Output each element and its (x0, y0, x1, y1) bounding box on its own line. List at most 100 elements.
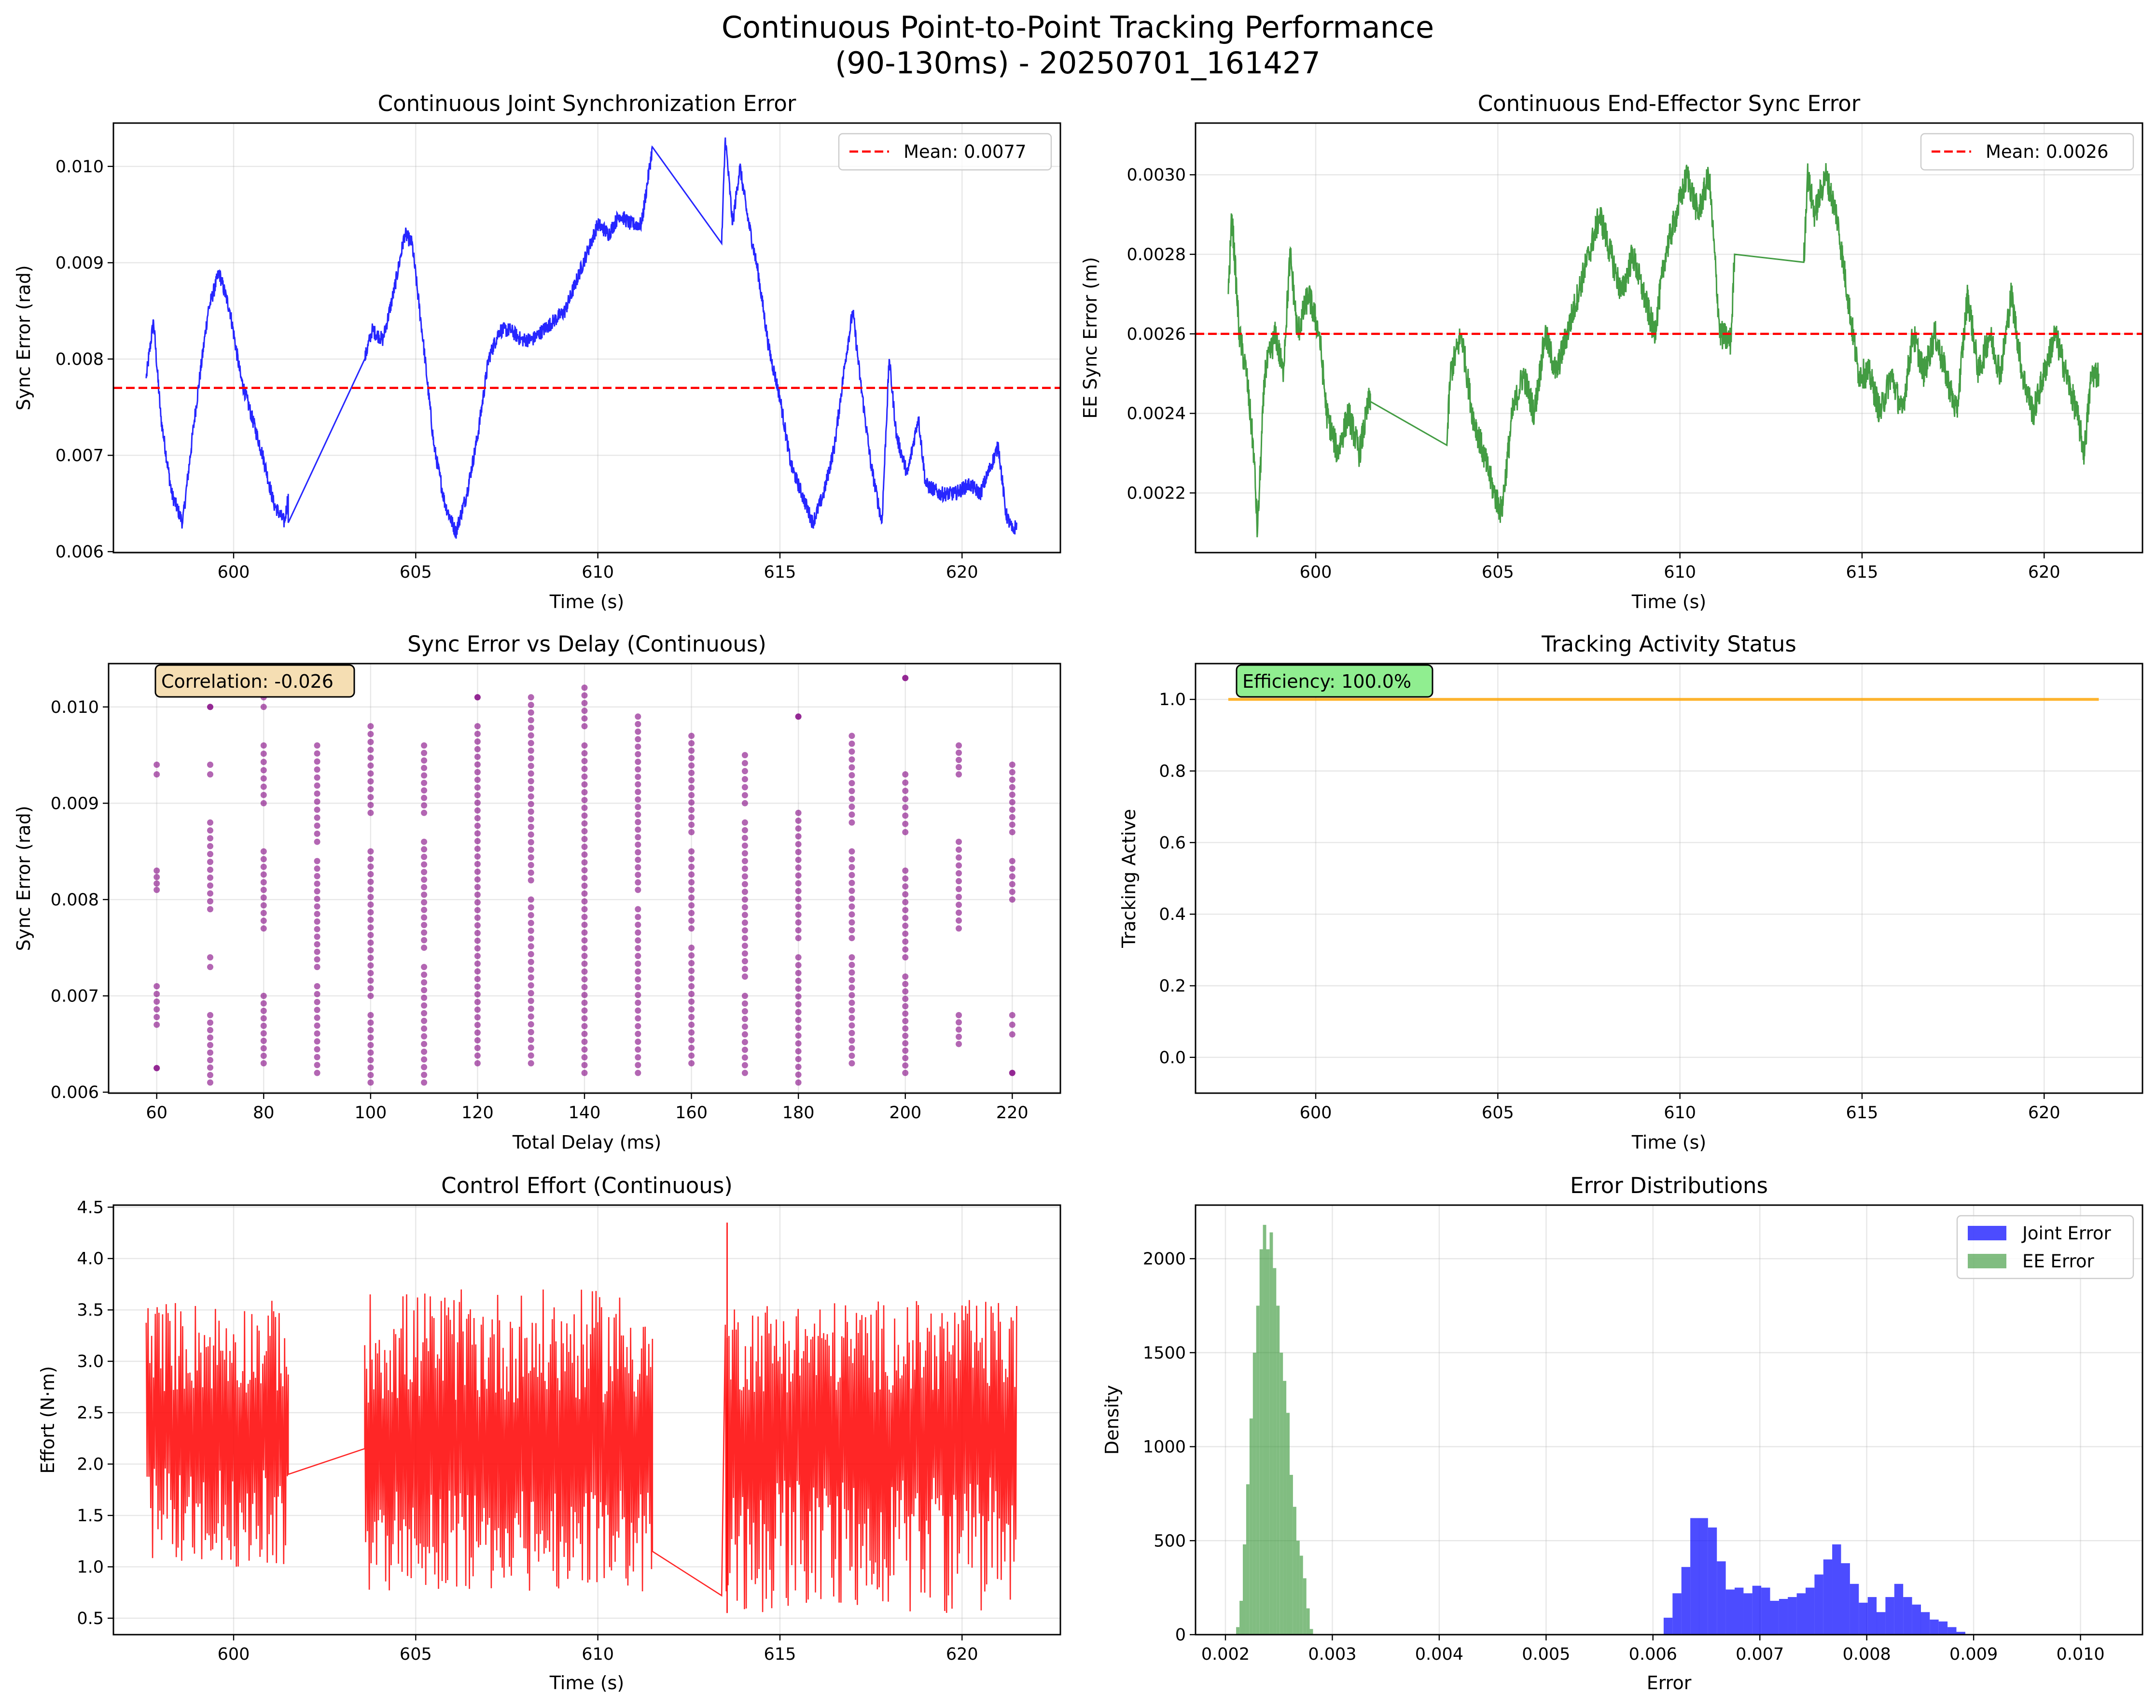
scatter-point (474, 976, 481, 982)
histogram-bar (1249, 1418, 1253, 1635)
scatter-point (314, 1030, 320, 1037)
scatter-point (1009, 799, 1015, 805)
scatter-point (848, 788, 855, 794)
scatter-point (207, 771, 213, 778)
scatter-point (635, 937, 641, 944)
y-tick-label: 4.5 (77, 1198, 104, 1217)
scatter-point (741, 784, 748, 791)
scatter-point (528, 732, 534, 739)
scatter-point (474, 694, 481, 701)
scatter-point (795, 896, 802, 903)
sync-vs-delay-ylabel: Sync Error (rad) (13, 805, 34, 951)
scatter-point (367, 1064, 374, 1071)
x-tick-label: 0.003 (1308, 1645, 1356, 1664)
scatter-point (528, 1044, 534, 1051)
scatter-point (528, 831, 534, 838)
scatter-point (474, 1014, 481, 1021)
histogram-bar (1243, 1544, 1246, 1635)
scatter-point (635, 1023, 641, 1029)
scatter-point (688, 983, 695, 989)
scatter-point (741, 935, 748, 942)
scatter-point (795, 919, 802, 926)
scatter-point (421, 1017, 428, 1024)
scatter-point (902, 820, 909, 827)
histogram-bar (1266, 1249, 1270, 1635)
scatter-point (421, 972, 428, 978)
scatter-point (741, 865, 748, 872)
scatter-point (314, 766, 320, 773)
histogram-bar (1832, 1544, 1841, 1635)
histogram-bar (1930, 1619, 1939, 1635)
scatter-point (956, 854, 962, 861)
scatter-point (421, 1033, 428, 1040)
scatter-point (421, 779, 428, 786)
scatter-point (902, 1003, 909, 1010)
scatter-point (153, 887, 160, 893)
scatter-point (795, 962, 802, 969)
joint-sync-axes (112, 122, 1061, 554)
scatter-point (421, 884, 428, 890)
scatter-point (635, 879, 641, 886)
scatter-point (848, 1022, 855, 1029)
scatter-point (1009, 1021, 1015, 1028)
scatter-point (688, 1014, 695, 1020)
scatter-point (635, 906, 641, 913)
scatter-point (260, 1000, 267, 1007)
scatter-point (421, 964, 428, 971)
x-tick-label: 0.009 (1949, 1645, 1998, 1664)
scatter-point (1009, 792, 1015, 798)
scatter-point (1009, 777, 1015, 783)
scatter-point (528, 770, 534, 777)
scatter-point (421, 1025, 428, 1032)
scatter-point (795, 903, 802, 910)
scatter-point (848, 864, 855, 871)
scatter-point (795, 1048, 802, 1055)
scatter-point (795, 954, 802, 961)
scatter-point (367, 786, 374, 792)
scatter-point (314, 865, 320, 872)
scatter-point (528, 958, 534, 965)
histogram-bar (1309, 1629, 1313, 1635)
scatter-point (314, 790, 320, 797)
joint_sync-series-line (145, 137, 1017, 539)
scatter-point (848, 1037, 855, 1044)
scatter-point (902, 954, 909, 961)
scatter-point (581, 1046, 588, 1053)
histogram-bar (1306, 1608, 1310, 1635)
scatter-point (474, 792, 481, 799)
scatter-point (956, 862, 962, 869)
scatter-point (902, 907, 909, 914)
scatter-point (421, 1056, 428, 1063)
scatter-point (528, 935, 534, 942)
scatter-point (741, 950, 748, 957)
scatter-point (367, 878, 374, 885)
scatter-point (367, 985, 374, 992)
ee-sync-panel: Continuous End-Effector Sync Error 600 60… (1080, 91, 2143, 612)
scatter-point (260, 925, 267, 932)
scatter-point (314, 838, 320, 845)
histogram-bar (1663, 1617, 1673, 1635)
scatter-point (902, 804, 909, 811)
scatter-point (1009, 821, 1015, 828)
error-distributions-axes (1195, 1204, 2143, 1636)
x-tick-label: 620 (2028, 563, 2060, 582)
scatter-point (474, 991, 481, 998)
scatter-point (688, 848, 695, 855)
scatter-point (153, 880, 160, 887)
scatter-point (848, 1053, 855, 1059)
scatter-point (260, 767, 267, 774)
scatter-point (581, 1039, 588, 1045)
scatter-point (421, 914, 428, 921)
y-tick-label: 0.0022 (1127, 484, 1186, 503)
x-tick-label: 605 (1482, 563, 1514, 582)
scatter-point (581, 700, 588, 707)
scatter-point (956, 894, 962, 900)
scatter-point (1009, 784, 1015, 791)
scatter-point (153, 867, 160, 874)
scatter-point (314, 880, 320, 887)
scatter-point (421, 994, 428, 1001)
scatter-point (367, 916, 374, 923)
scatter-point (474, 807, 481, 814)
scatter-point (528, 904, 534, 911)
scatter-point (635, 1069, 641, 1076)
